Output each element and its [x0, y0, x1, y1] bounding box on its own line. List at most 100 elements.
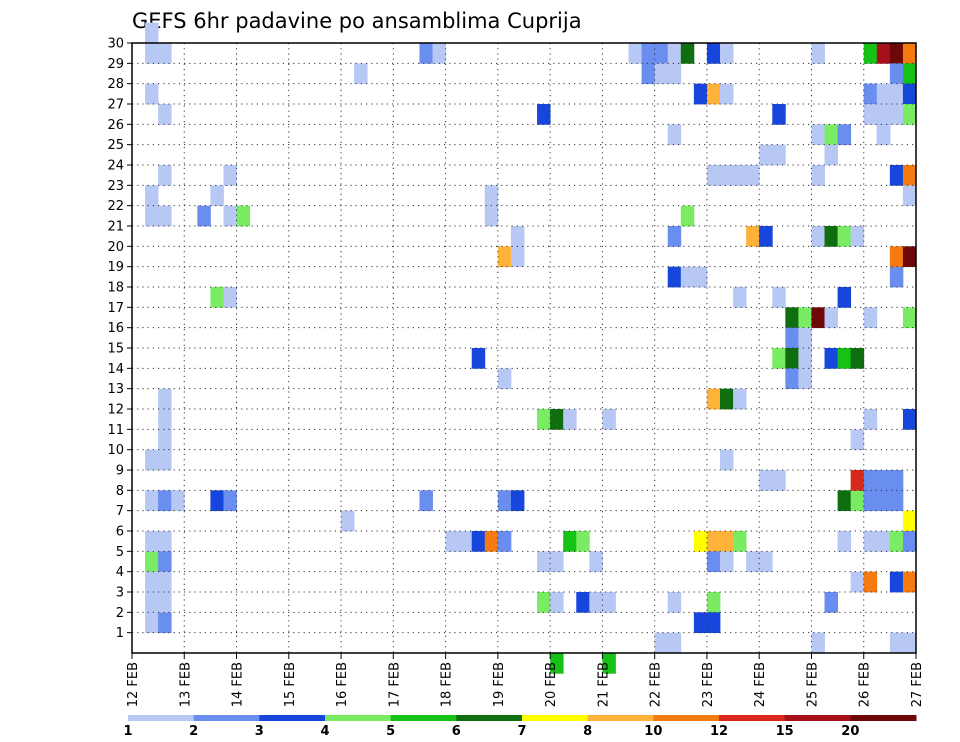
heatmap-cell: [145, 592, 159, 613]
heatmap-cell: [589, 551, 603, 573]
y-tick-label: 11: [107, 423, 124, 438]
colorbar-label: 10: [644, 724, 662, 739]
heatmap-cells: [145, 22, 917, 674]
heatmap-cell: [497, 490, 512, 512]
heatmap-cell: [746, 226, 760, 247]
heatmap-cell: [158, 205, 172, 227]
heatmap-cell: [863, 409, 878, 430]
heatmap-cell: [759, 470, 773, 491]
x-tick-label: 13 FEB: [178, 662, 193, 707]
heatmap-cell: [889, 571, 904, 593]
heatmap-cell: [158, 612, 172, 634]
heatmap-cell: [158, 104, 172, 125]
heatmap-cell: [471, 348, 486, 369]
heatmap-cell: [876, 104, 891, 125]
heatmap-cell: [550, 592, 564, 613]
heatmap-cell: [223, 490, 237, 512]
y-tick-label: 17: [107, 301, 124, 316]
heatmap-cell: [667, 43, 682, 64]
heatmap-cell: [902, 246, 917, 268]
heatmap-cell: [550, 653, 564, 674]
heatmap-cell: [798, 307, 812, 329]
heatmap-cell: [889, 531, 904, 552]
heatmap-cell: [158, 531, 172, 552]
heatmap-cell: [902, 307, 917, 329]
heatmap-cell: [628, 43, 642, 64]
colorbar-swatch: [259, 715, 326, 721]
heatmap-cell: [746, 551, 760, 573]
heatmap-cell: [759, 144, 773, 166]
heatmap-cell: [837, 490, 852, 512]
heatmap-cell: [197, 205, 211, 227]
heatmap-cell: [537, 104, 551, 125]
y-tick-label: 16: [107, 321, 124, 336]
heatmap-cell: [484, 205, 499, 227]
heatmap-cell: [563, 531, 577, 552]
y-tick-label: 30: [107, 37, 124, 52]
heatmap-cell: [432, 43, 446, 64]
heatmap-cell: [706, 531, 721, 552]
heatmap-cell: [811, 632, 825, 654]
heatmap-cell: [341, 510, 355, 532]
heatmap-cell: [720, 449, 734, 471]
heatmap-cell: [354, 63, 368, 85]
heatmap-cell: [171, 490, 185, 512]
heatmap-cell: [759, 226, 773, 247]
heatmap-cell: [785, 307, 799, 329]
y-tick-label: 24: [107, 159, 124, 174]
heatmap-cell: [720, 165, 734, 186]
heatmap-cell: [863, 104, 878, 125]
y-tick-label: 20: [107, 240, 124, 255]
heatmap-cell: [158, 43, 172, 64]
heatmap-cell: [210, 490, 224, 512]
x-tick-label: 18 FEB: [440, 662, 455, 707]
heatmap-cell: [824, 124, 838, 146]
colorbar-label: 20: [841, 724, 859, 739]
heatmap-cell: [863, 43, 878, 64]
heatmap-cell: [889, 246, 904, 268]
heatmap-cell: [158, 571, 172, 593]
y-axis: 1234567891011121314151617181920212223242…: [107, 37, 132, 641]
heatmap-cell: [902, 185, 917, 207]
heatmap-cell: [720, 83, 734, 105]
y-tick-label: 23: [107, 179, 124, 194]
heatmap-cell: [145, 449, 159, 471]
y-tick-label: 10: [107, 443, 124, 458]
heatmap-cell: [706, 165, 721, 186]
heatmap-cell: [158, 551, 172, 573]
heatmap-cell: [589, 592, 603, 613]
heatmap-cell: [889, 104, 904, 125]
heatmap-cell: [876, 490, 891, 512]
y-tick-label: 28: [107, 77, 124, 92]
x-tick-label: 27 FEB: [910, 662, 925, 707]
heatmap-cell: [720, 531, 734, 552]
heatmap-cell: [733, 531, 747, 552]
heatmap-cell: [837, 287, 852, 308]
x-tick-label: 26 FEB: [858, 662, 873, 707]
x-tick-label: 19 FEB: [492, 662, 507, 707]
heatmap-cell: [693, 612, 708, 634]
heatmap-cell: [445, 531, 460, 552]
heatmap-cell: [889, 43, 904, 64]
colorbar-swatch: [522, 715, 589, 721]
heatmap-cell: [706, 388, 721, 410]
heatmap-cell: [145, 83, 159, 105]
heatmap-cell: [811, 165, 825, 186]
heatmap-cell: [680, 205, 695, 227]
heatmap-cell: [902, 43, 917, 64]
heatmap-cell: [863, 531, 878, 552]
heatmap-cell: [837, 531, 852, 552]
heatmap-cell: [145, 205, 159, 227]
heatmap-cell: [667, 592, 682, 613]
heatmap-cell: [510, 226, 525, 247]
heatmap-cell: [158, 592, 172, 613]
heatmap-cell: [746, 165, 760, 186]
heatmap-cell: [537, 592, 551, 613]
heatmap-cell: [863, 83, 878, 105]
heatmap-cell: [654, 632, 669, 654]
colorbar-label: 1: [123, 724, 132, 739]
heatmap-cell: [837, 348, 852, 369]
y-tick-label: 27: [107, 98, 124, 113]
heatmap-cell: [497, 368, 512, 390]
heatmap-cell: [158, 409, 172, 430]
